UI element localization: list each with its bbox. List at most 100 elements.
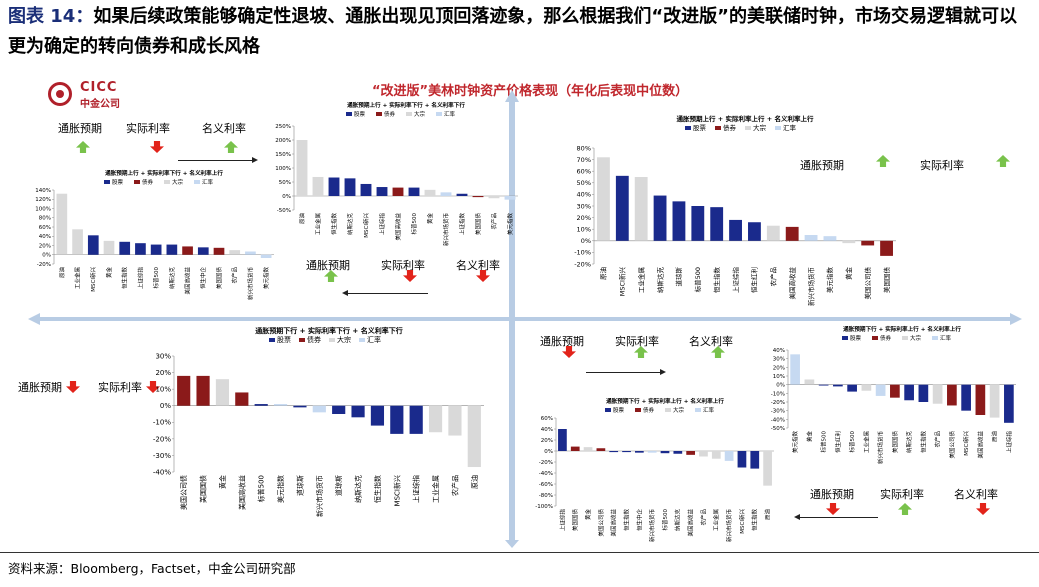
y-tick-label: 50% (577, 179, 591, 187)
x-tick-label: 美国高收益 (237, 475, 246, 510)
x-tick-label: 道琼斯 (295, 475, 304, 496)
legend-label: 汇率 (202, 178, 214, 186)
bar (196, 375, 210, 406)
y-tick-label: 40% (773, 348, 785, 354)
bar (472, 196, 484, 198)
y-tick-label: -40% (771, 417, 785, 423)
legend-label: 债券 (384, 110, 396, 118)
x-tick-label: 黄金 (805, 431, 813, 443)
figure-heading-text: 如果后续政策能够确定性退坡、通胀出现见顶回落迹象，那么根据我们“改进版”的美联储… (8, 6, 1017, 57)
bar (103, 240, 115, 255)
legend-swatch (902, 336, 908, 340)
bar (989, 384, 1000, 418)
q5-label-real-rate: 实际利率 (615, 335, 659, 348)
q1-label-inflation: 通胀预期 (58, 122, 102, 135)
cicc-logo-en: CICC (80, 80, 118, 95)
x-tick-label: 新兴市场货币 (315, 475, 324, 517)
x-tick-label: 美国高收益 (610, 509, 618, 537)
x-tick-label: 工业金属 (862, 431, 870, 453)
bar (634, 177, 648, 241)
legend-swatch (269, 338, 275, 342)
y-tick-label: -30% (771, 409, 785, 415)
bar (351, 405, 365, 418)
y-tick-label: -60% (539, 482, 553, 488)
chart-title: 通胀预期上行 + 实际利率下行 + 名义利率下行 (347, 101, 465, 109)
bar (570, 446, 580, 451)
bar (647, 451, 657, 453)
legend-swatch (346, 112, 352, 116)
legend-label: 债券 (723, 123, 737, 132)
bar (904, 384, 914, 401)
x-tick-label: 美国公司债 (863, 267, 872, 300)
bar (344, 178, 356, 196)
bar (392, 187, 404, 196)
bar (861, 384, 872, 391)
x-tick-label: 美元指数 (791, 431, 799, 454)
x-tick-label: 恒生红利 (750, 267, 759, 293)
x-tick-label: MSCI新兴 (962, 431, 970, 456)
x-tick-label: 美国公司债 (597, 509, 605, 537)
bar (847, 384, 857, 392)
bar (213, 247, 225, 255)
y-tick-label: 10% (773, 374, 785, 380)
bar (596, 448, 606, 451)
x-tick-label: 工业金属 (73, 267, 81, 289)
y-tick-label: 20% (773, 365, 785, 371)
bar (947, 384, 957, 406)
legend-swatch (665, 408, 671, 412)
x-tick-label: 农产品 (450, 475, 459, 496)
bar (615, 175, 629, 241)
x-tick-label: 标普500 (661, 509, 669, 531)
legend-label: 汇率 (940, 334, 952, 342)
x-tick-label: 标普500 (693, 267, 702, 292)
bar (961, 384, 971, 411)
bar (245, 251, 256, 255)
bar (609, 451, 619, 453)
bar (273, 404, 288, 406)
bar (166, 244, 178, 255)
y-tick-label: 0% (282, 194, 291, 200)
bar (428, 405, 443, 433)
y-tick-label: -40% (153, 468, 171, 476)
y-tick-label: 80% (39, 216, 51, 222)
y-tick-label: -100% (535, 504, 553, 510)
x-tick-label: 农产品 (769, 267, 778, 287)
x-tick-label: 黄金 (844, 267, 853, 281)
legend-swatch (194, 180, 200, 184)
x-tick-label: 恒生指数 (373, 475, 382, 503)
legend-swatch (745, 126, 751, 130)
bar (360, 183, 372, 196)
x-tick-label: 美国国债 (474, 213, 482, 236)
legend-label: 大宗 (172, 178, 184, 186)
x-tick-label: 原油 (58, 267, 66, 279)
y-tick-label: 100% (275, 166, 291, 172)
y-tick-label: 40% (541, 427, 553, 433)
bar (182, 246, 193, 255)
bar (710, 207, 724, 241)
q3-label-real-rate: 实际利率 (920, 159, 964, 172)
y-tick-label: -20% (37, 262, 51, 268)
bar (488, 196, 500, 199)
bar (254, 404, 268, 406)
x-tick-label: 黄金 (105, 267, 113, 279)
legend-swatch (329, 338, 335, 342)
bar (504, 196, 516, 200)
cicc-logo: CICC 中金公司 (48, 80, 158, 110)
x-tick-label: 标普500 (820, 431, 828, 453)
legend-swatch (605, 408, 611, 412)
x-tick-label: 恒生指数 (919, 431, 927, 454)
q6-label-nominal-rate: 名义利率 (954, 488, 998, 501)
bar (72, 229, 83, 255)
x-tick-label: 纳斯达克 (168, 267, 176, 290)
bar (135, 243, 146, 255)
legend-label: 债券 (880, 334, 892, 342)
legend-swatch (932, 336, 938, 340)
x-tick-label: 原油 (470, 475, 479, 489)
x-tick-label: 美国国债 (571, 509, 579, 532)
legend-swatch (715, 126, 721, 130)
x-tick-label: 黄金 (584, 509, 592, 521)
x-tick-label: 美国高收益 (976, 431, 984, 459)
